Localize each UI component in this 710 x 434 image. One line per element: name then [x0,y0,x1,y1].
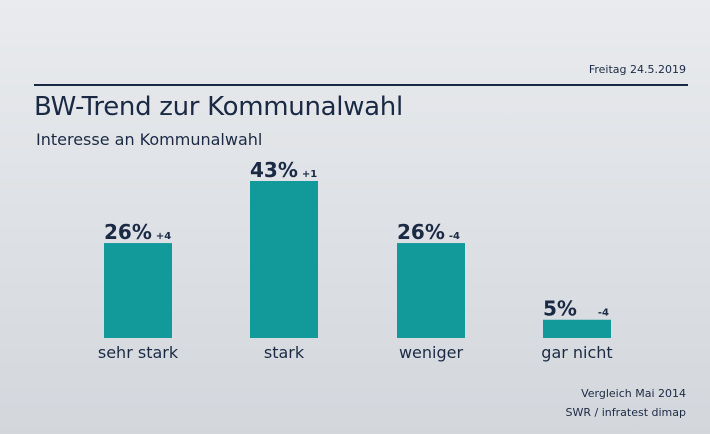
category-label-1: stark [264,343,305,362]
bar-0 [104,243,172,338]
change-label-2: -4 [449,231,460,242]
value-label-3: 5% [543,297,577,321]
value-label-0: 26% [104,220,152,244]
date-label: Freitag 24.5.2019 [588,63,686,76]
comparison-note: Vergleich Mai 2014 [581,387,686,400]
value-label-2: 26% [397,220,445,244]
bar-1 [250,181,318,338]
category-label-3: gar nicht [541,343,612,362]
chart-subtitle: Interesse an Kommunalwahl [36,130,263,149]
source-note: SWR / infratest dimap [565,406,686,419]
category-label-2: weniger [399,343,464,362]
category-label-0: sehr stark [98,343,179,362]
bar-2 [397,243,465,338]
header-divider [34,84,688,86]
bar-3 [543,319,611,338]
chart-title: BW-Trend zur Kommunalwahl [34,92,403,122]
change-label-0: +4 [156,231,171,242]
value-label-1: 43% [250,158,298,182]
change-label-1: +1 [302,169,317,180]
change-label-3: -4 [598,308,609,319]
